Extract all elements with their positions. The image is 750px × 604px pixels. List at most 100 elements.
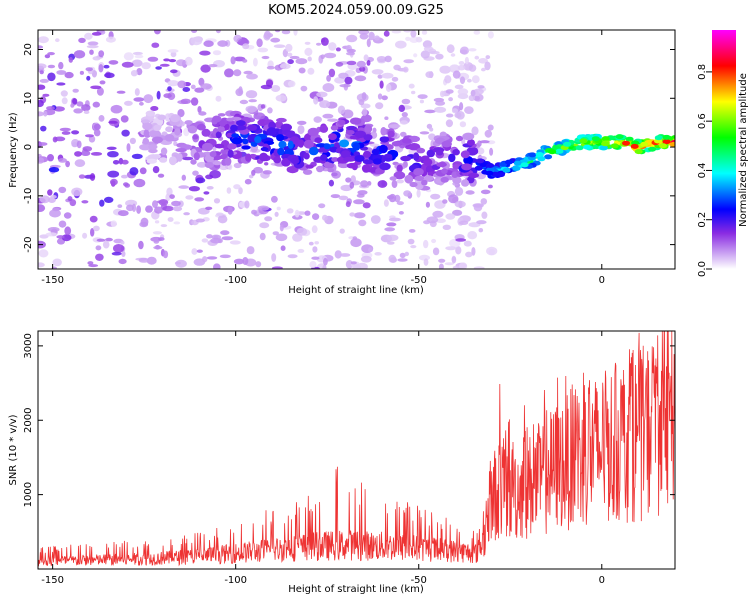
spectrogram-noise-blob (438, 258, 446, 263)
spectrogram-ridge-blob (408, 143, 421, 151)
spectrogram-noise-blob (168, 59, 177, 63)
spectrogram-ridge-blob (662, 134, 671, 140)
spectrogram-y-tick-label: -20 (23, 236, 34, 252)
spectrogram-noise-blob (123, 100, 133, 106)
spectrogram-noise-blob (167, 86, 172, 92)
spectrogram-noise-blob (195, 177, 206, 184)
spectrogram-noise-blob (143, 94, 154, 104)
spectrogram-noise-blob (487, 184, 493, 189)
spectrogram-noise-blob (379, 80, 384, 89)
spectrogram-noise-blob (423, 220, 431, 225)
snr-y-tick-label: 2000 (23, 408, 34, 433)
spectrogram-ridge-blob (421, 179, 428, 186)
spectrogram-noise-blob (167, 80, 179, 87)
spectrogram-noise-blob (64, 226, 72, 236)
spectrogram-noise-blob (102, 240, 110, 249)
spectrogram-noise-blob (387, 241, 395, 245)
spectrogram-noise-blob (386, 234, 399, 241)
spectrogram-noise-blob (152, 200, 158, 209)
spectrogram-noise-blob (393, 64, 401, 71)
spectrogram-noise-blob (58, 220, 67, 228)
spectrogram-noise-blob (89, 49, 94, 55)
spectrogram-noise-blob (384, 227, 396, 232)
spectrogram-noise-blob (280, 245, 286, 251)
spectrogram-noise-blob (79, 70, 84, 75)
spectrogram-noise-blob (275, 233, 288, 242)
spectrogram-noise-blob (120, 240, 125, 245)
spectrogram-noise-blob (434, 106, 447, 113)
spectrogram-noise-blob (199, 50, 211, 56)
spectrogram-noise-blob (39, 78, 49, 83)
spectrogram-noise-blob (61, 234, 72, 242)
spectrogram-noise-blob (107, 170, 120, 178)
spectrogram-noise-blob (233, 184, 241, 190)
spectrogram-noise-blob (334, 250, 342, 259)
spectrogram-noise-blob (43, 110, 48, 117)
spectrogram-noise-blob (92, 101, 101, 108)
spectrogram-noise-blob (338, 195, 349, 201)
spectrogram-noise-blob (151, 42, 160, 48)
spectrogram-noise-blob (194, 197, 205, 202)
spectrogram-noise-blob (352, 236, 358, 240)
snr-x-tick-label: -100 (224, 575, 247, 586)
spectrogram-ridge-blob (486, 166, 495, 172)
spectrogram-noise-blob (190, 84, 196, 90)
spectrogram-noise-blob (182, 87, 191, 92)
spectrogram-noise-blob (74, 159, 86, 168)
spectrogram-noise-blob (188, 186, 200, 192)
spectrogram-noise-blob (118, 258, 127, 265)
spectrogram-ridge-blob (441, 168, 448, 174)
spectrogram-ridge-blob (254, 136, 262, 144)
spectrogram-y-tick-label: -10 (23, 188, 34, 204)
spectrogram-noise-blob (191, 30, 198, 33)
spectrogram-ridge-blob (504, 159, 513, 165)
spectrogram-noise-blob (243, 70, 253, 75)
spectrogram-noise-blob (298, 67, 306, 74)
spectrogram-ridge-blob (452, 149, 460, 156)
spectrogram-noise-blob (292, 233, 303, 242)
spectrogram-ridge-blob (139, 144, 152, 151)
spectrogram-noise-blob (244, 178, 252, 185)
spectrogram-noise-blob (47, 227, 60, 232)
spectrogram-noise-blob (322, 83, 335, 92)
spectrogram-ridge-blob (164, 134, 175, 142)
spectrogram-noise-blob (81, 200, 89, 204)
spectrogram-noise-blob (468, 94, 475, 102)
spectrogram-ridge-blob (384, 153, 393, 158)
spectrogram-ridge-blob (159, 157, 168, 163)
spectrogram-ridge-blob (548, 149, 557, 155)
spectrogram-noise-blob (192, 170, 199, 176)
spectrogram-noise-blob (356, 60, 366, 68)
spectrogram-noise-blob (360, 180, 369, 188)
spectrogram-ridge-blob (230, 124, 238, 132)
spectrogram-noise-blob (357, 190, 368, 195)
spectrogram-ridge-blob (352, 142, 361, 151)
spectrogram-ridge-blob (316, 165, 324, 173)
spectrogram-noise-blob (58, 158, 67, 163)
spectrogram-noise-blob (322, 214, 328, 221)
spectrogram-y-tick-label: 0 (23, 144, 34, 150)
spectrogram-noise-blob (138, 240, 144, 250)
spectrogram-noise-blob (346, 60, 357, 66)
spectrogram-noise-blob (146, 256, 157, 265)
spectrogram-noise-blob (267, 107, 273, 114)
spectrogram-noise-blob (206, 256, 218, 260)
spectrogram-ridge-blob (308, 146, 319, 156)
spectrogram-noise-blob (85, 134, 94, 138)
spectrogram-noise-blob (89, 173, 96, 181)
spectrogram-noise-blob (154, 30, 161, 35)
spectrogram-noise-blob (45, 232, 58, 237)
spectrogram-noise-blob (478, 58, 488, 64)
spectrogram-ridge-blob (625, 136, 634, 142)
spectrogram-noise-blob (363, 54, 369, 62)
spectrogram-ridge-blob (648, 146, 657, 152)
spectrogram-ridge-blob (400, 155, 412, 162)
spectrogram-noise-blob (180, 98, 191, 105)
spectrogram-ridge-blob (659, 143, 667, 149)
spectrogram-noise-blob (271, 253, 277, 262)
spectrogram-ridge-blob (202, 142, 213, 152)
spectrogram-noise-blob (403, 30, 412, 33)
spectrogram-noise-blob (297, 248, 305, 253)
spectrogram-noise-blob (126, 204, 134, 212)
